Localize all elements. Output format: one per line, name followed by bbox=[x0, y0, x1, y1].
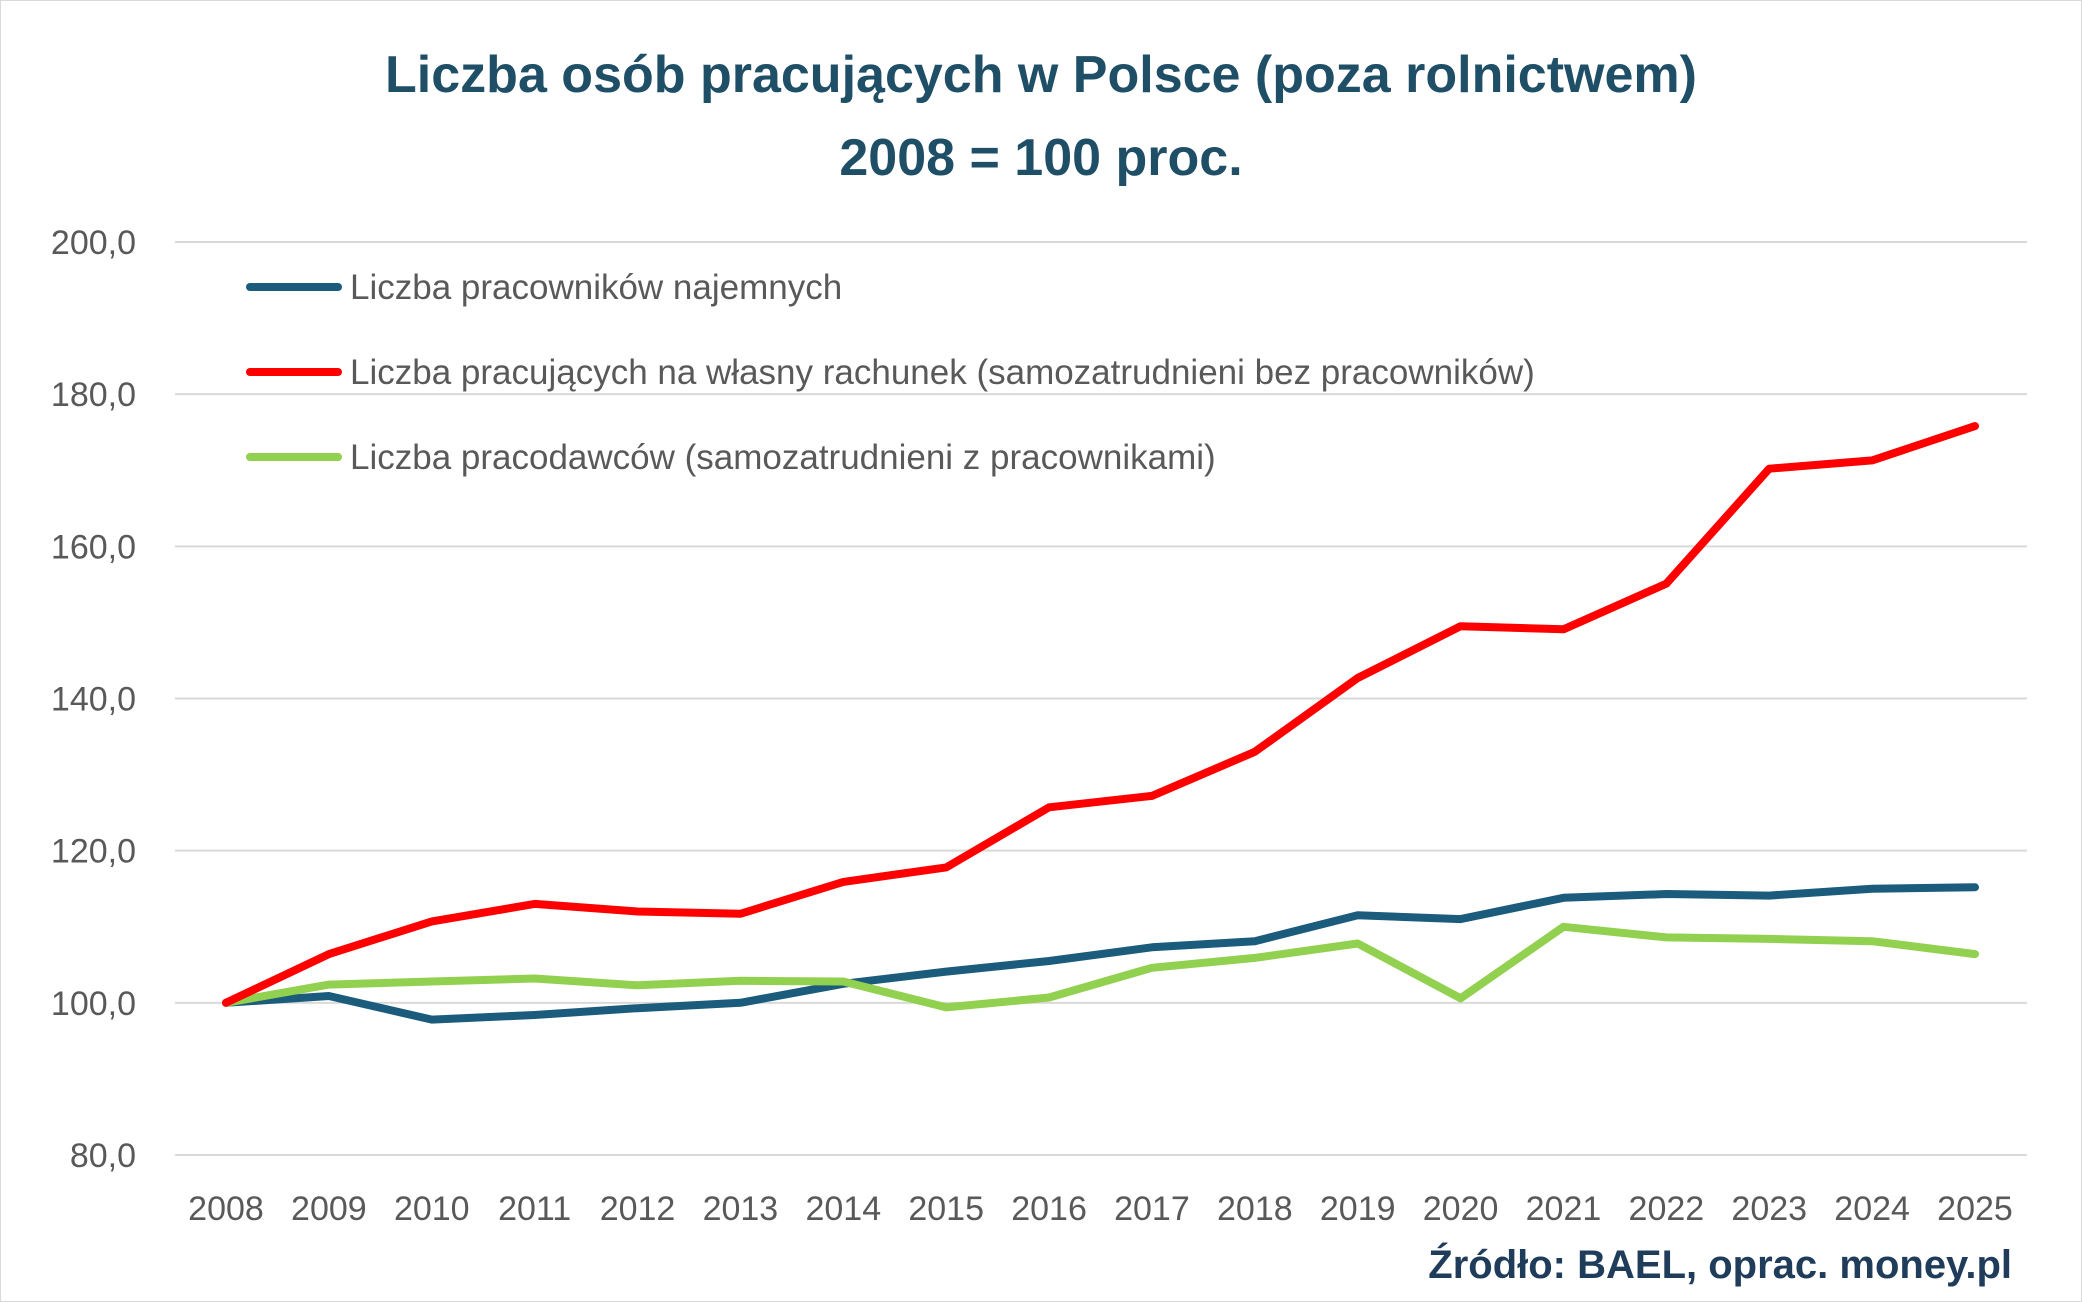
x-tick-label: 2021 bbox=[1526, 1190, 1602, 1228]
source-note: Źródło: BAEL, oprac. money.pl bbox=[1428, 1242, 2012, 1287]
y-tick-label: 180,0 bbox=[51, 376, 136, 414]
y-tick-label: 80,0 bbox=[70, 1137, 136, 1175]
y-tick-label: 120,0 bbox=[51, 833, 136, 871]
x-tick-label: 2017 bbox=[1114, 1190, 1190, 1228]
series-line-0 bbox=[222, 883, 1979, 1024]
x-tick-label: 2011 bbox=[498, 1190, 571, 1228]
y-tick-label: 100,0 bbox=[51, 985, 136, 1023]
x-tick-label: 2025 bbox=[1937, 1190, 2013, 1228]
series-line-2 bbox=[222, 922, 1979, 1012]
x-tick-label: 2008 bbox=[188, 1190, 264, 1228]
x-tick-label: 2020 bbox=[1423, 1190, 1499, 1228]
legend-label-self-employed: Liczba pracujących na własny rachunek (s… bbox=[350, 353, 1535, 392]
x-tick-label: 2009 bbox=[291, 1190, 367, 1228]
x-tick-label: 2010 bbox=[394, 1190, 470, 1228]
x-tick-label: 2015 bbox=[908, 1190, 984, 1228]
x-tick-label: 2013 bbox=[703, 1190, 779, 1228]
x-tick-label: 2014 bbox=[805, 1190, 881, 1228]
gridlines bbox=[175, 241, 2027, 1156]
series-line-1 bbox=[222, 422, 1979, 1007]
x-tick-label: 2018 bbox=[1217, 1190, 1293, 1228]
chart-title: Liczba osób pracujących w Polsce (poza r… bbox=[385, 46, 1697, 104]
x-tick-label: 2023 bbox=[1731, 1190, 1807, 1228]
chart-subtitle: 2008 = 100 proc. bbox=[839, 129, 1242, 187]
y-tick-label: 160,0 bbox=[51, 528, 136, 566]
x-tick-label: 2022 bbox=[1629, 1190, 1705, 1228]
y-tick-label: 140,0 bbox=[51, 681, 136, 719]
x-tick-label: 2024 bbox=[1834, 1190, 1910, 1228]
x-tick-label: 2012 bbox=[600, 1190, 676, 1228]
legend-label-employees: Liczba pracowników najemnych bbox=[350, 268, 842, 307]
legend-label-employers: Liczba pracodawców (samozatrudnieni z pr… bbox=[350, 438, 1216, 477]
y-axis-ticks: 80,0 100,0 120,0 140,0 160,0 180,0 200,0 bbox=[51, 224, 136, 1175]
x-tick-label: 2016 bbox=[1011, 1190, 1087, 1228]
series-lines bbox=[222, 422, 1979, 1024]
x-tick-label: 2019 bbox=[1320, 1190, 1396, 1228]
y-tick-label: 200,0 bbox=[51, 224, 136, 262]
x-axis-ticks: 2008 2009 2010 2011 2012 2013 2014 2015 2016 2017… bbox=[188, 1190, 2013, 1228]
legend: Liczba pracowników najemnych Liczba prac… bbox=[246, 268, 1535, 477]
